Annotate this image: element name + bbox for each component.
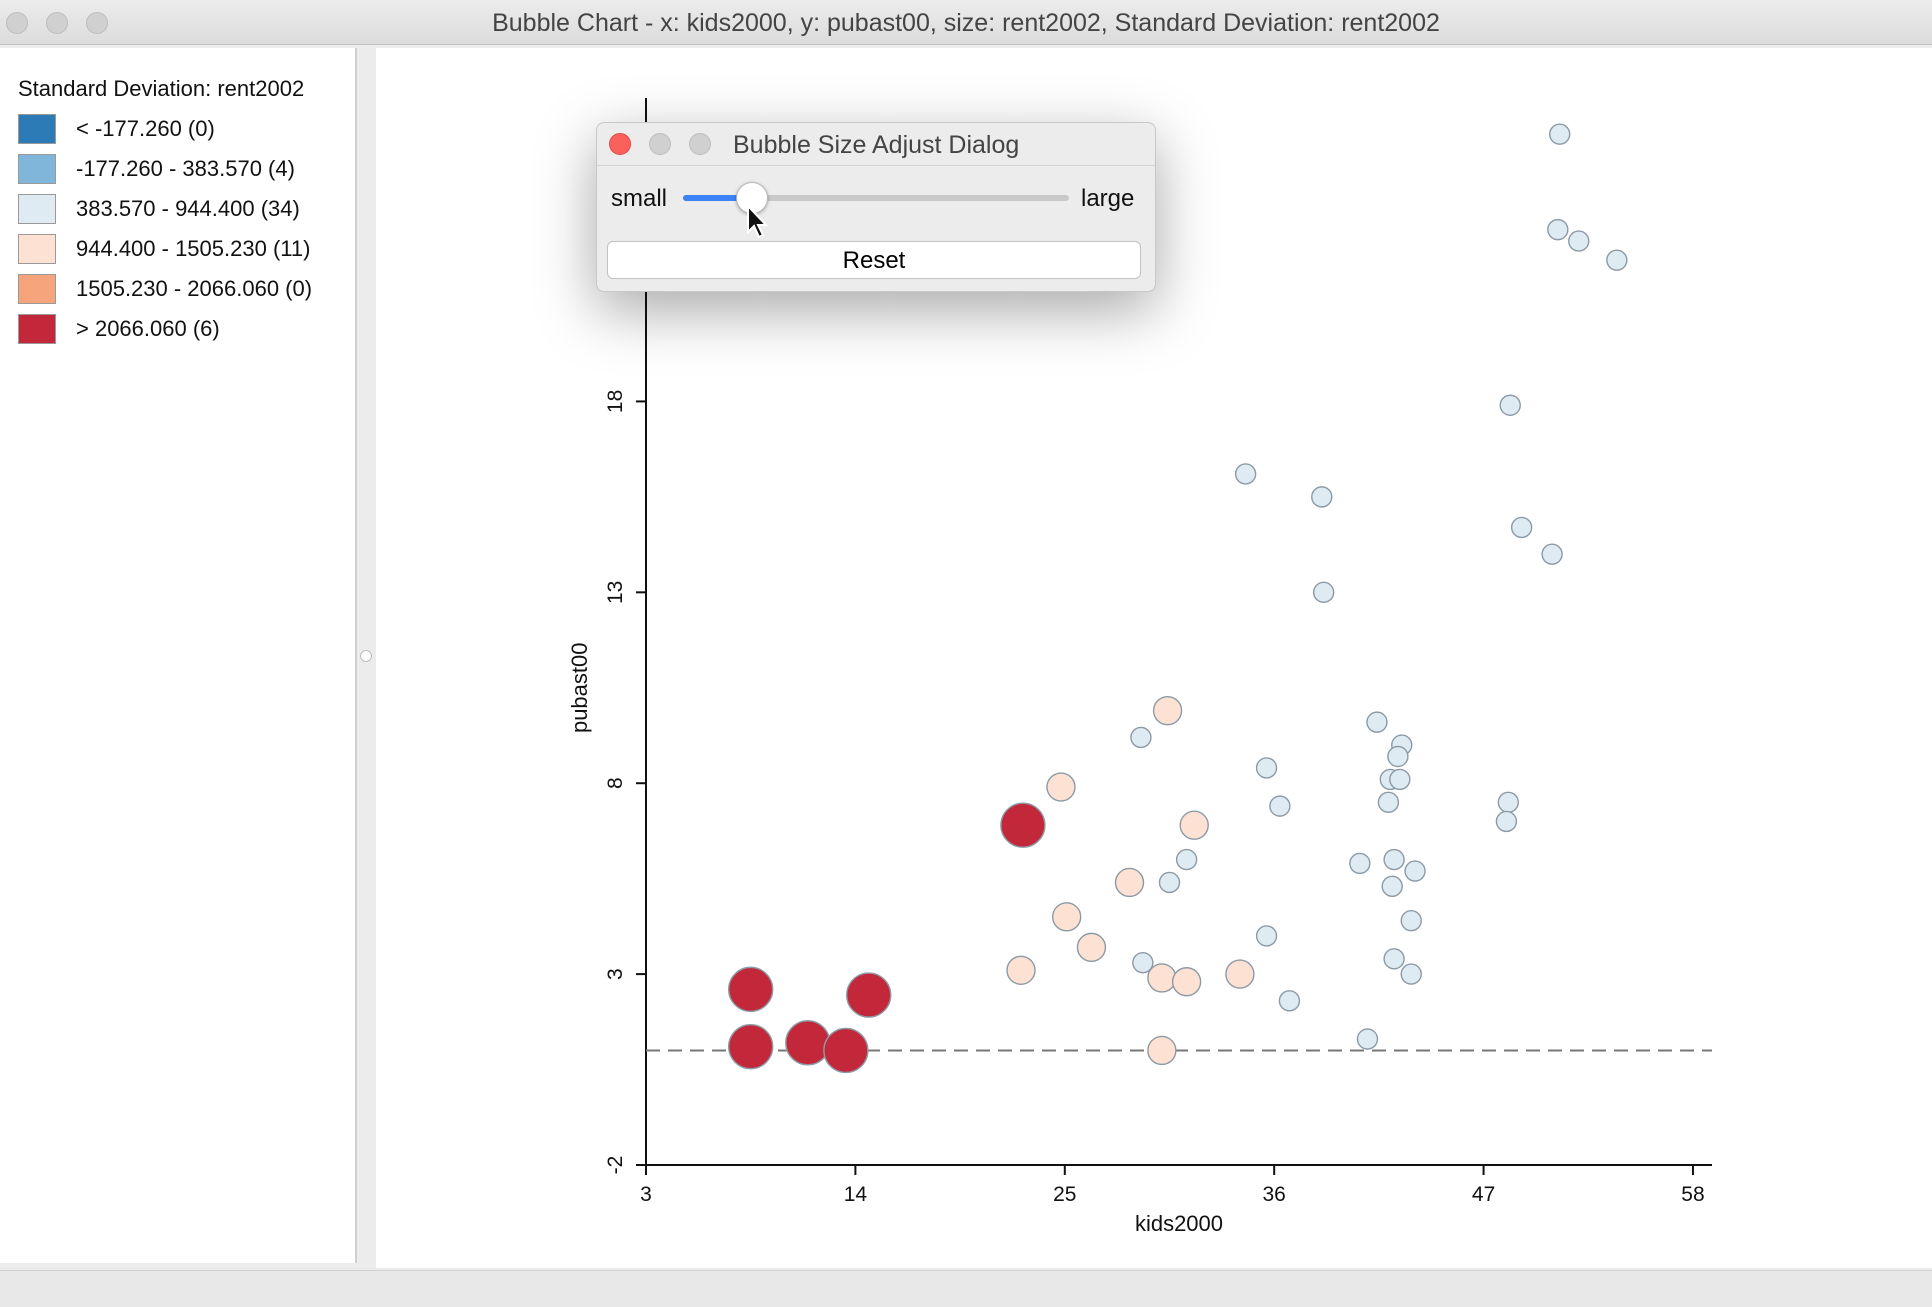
- bubble-point: [1606, 249, 1628, 271]
- bubble-point: [823, 1027, 869, 1074]
- bubble-point: [1114, 867, 1145, 898]
- splitter-handle[interactable]: [360, 650, 372, 662]
- legend-label: -177.260 - 383.570 (4): [76, 156, 295, 181]
- x-tick-label: 14: [844, 1183, 868, 1206]
- slider-fill: [683, 195, 753, 201]
- bubble-point: [785, 1020, 831, 1066]
- slider-min-label: small: [611, 185, 668, 212]
- bubble-point: [1046, 772, 1076, 802]
- bubble-point: [1234, 463, 1257, 485]
- bubble-point: [1171, 967, 1202, 997]
- bubble-point: [1255, 925, 1278, 947]
- legend-label: 1505.230 - 2066.060 (0): [76, 276, 313, 301]
- bubble-point: [1130, 726, 1152, 749]
- mouse-pointer-icon: [747, 204, 769, 239]
- legend-swatch: [18, 154, 56, 184]
- bubble-point: [1349, 852, 1371, 875]
- bubble-point: [1179, 810, 1209, 840]
- x-tick-label: 58: [1681, 1183, 1704, 1206]
- y-tick-label: 13: [604, 581, 627, 604]
- status-bar: [0, 1270, 1932, 1307]
- x-tick-label: 3: [640, 1183, 652, 1206]
- bubble-size-slider[interactable]: [683, 182, 1069, 214]
- bubble-size-dialog: Bubble Size Adjust Dialog small large Re…: [596, 122, 1156, 292]
- legend-swatch: [18, 274, 56, 304]
- dialog-zoom-button[interactable]: [689, 133, 711, 155]
- dialog-close-button[interactable]: [609, 133, 631, 155]
- y-tick-label: 8: [604, 777, 627, 789]
- bubble-point: [1383, 948, 1405, 970]
- bubble-point: [1147, 963, 1177, 993]
- window-zoom-button[interactable]: [86, 12, 108, 34]
- bubble-point: [1147, 1035, 1177, 1066]
- bubble-point: [1152, 695, 1183, 726]
- y-tick-label: -2: [604, 1156, 627, 1175]
- bubble-point: [1312, 581, 1335, 604]
- legend-swatch: [18, 314, 56, 344]
- legend-swatch: [18, 194, 56, 224]
- bubble-point: [1387, 745, 1409, 768]
- bubble-point: [1366, 711, 1388, 733]
- bubble-point: [1541, 543, 1563, 565]
- bubble-point: [1051, 902, 1082, 932]
- legend-label: > 2066.060 (6): [76, 316, 220, 341]
- bubble-point: [1006, 955, 1036, 985]
- bubble-point: [727, 1023, 774, 1070]
- reset-button[interactable]: Reset: [607, 241, 1141, 279]
- bubble-point: [1495, 810, 1518, 833]
- bubble-point: [1278, 990, 1301, 1012]
- bubble-point: [1400, 963, 1422, 985]
- x-tick-label: 47: [1472, 1183, 1495, 1206]
- bubble-point: [846, 972, 892, 1018]
- bubble-point: [1383, 848, 1405, 871]
- legend-label: < -177.260 (0): [76, 116, 215, 141]
- dialog-titlebar: Bubble Size Adjust Dialog: [597, 123, 1155, 166]
- bubble-point: [1158, 871, 1181, 894]
- y-axis-label: pubast00: [567, 643, 592, 734]
- y-tick-label: 3: [604, 968, 627, 980]
- bubble-point: [1076, 932, 1107, 963]
- bubble-point: [1568, 230, 1590, 252]
- bubble-point: [1377, 791, 1400, 814]
- bubble-point: [727, 966, 774, 1013]
- window-minimize-button[interactable]: [46, 12, 68, 34]
- slider-thumb[interactable]: [736, 182, 769, 214]
- bubble-point: [1255, 757, 1278, 779]
- bubble-point: [1499, 394, 1521, 416]
- bubble-point: [1269, 795, 1291, 817]
- x-tick-label: 36: [1262, 1183, 1285, 1206]
- bubble-point: [1381, 875, 1403, 897]
- bubble-point: [1225, 959, 1255, 989]
- legend-swatch: [18, 234, 56, 264]
- bubble-point: [1547, 218, 1569, 241]
- bubble-point: [1400, 909, 1422, 932]
- bubble-point: [1132, 951, 1154, 974]
- bubble-point: [1404, 860, 1426, 882]
- bubble-point: [1510, 516, 1533, 539]
- bubble-chart[interactable]: 3 14 25 36 47 58 -2 3 8 13 18 kids2000 pubast00: [376, 48, 1932, 1268]
- window-titlebar: Bubble Chart - x: kids2000, y: pubast00,…: [0, 0, 1932, 45]
- x-axis-label: kids2000: [1135, 1211, 1223, 1236]
- window-close-button[interactable]: [6, 12, 28, 34]
- window-title: Bubble Chart - x: kids2000, y: pubast00,…: [492, 9, 1440, 37]
- y-tick-label: 18: [604, 390, 627, 413]
- x-tick-label: 25: [1053, 1183, 1076, 1206]
- bubble-point: [1175, 848, 1198, 871]
- legend-swatch: [18, 114, 56, 144]
- legend-panel: Standard Deviation: rent2002 < -177.260 …: [0, 48, 357, 1263]
- legend-label: 944.400 - 1505.230 (11): [76, 236, 311, 261]
- bubble-point: [1000, 802, 1046, 848]
- slider-max-label: large: [1081, 185, 1135, 212]
- bubble-point: [1389, 768, 1411, 791]
- bubble-point: [1356, 1028, 1379, 1050]
- bubble-point: [1549, 123, 1571, 145]
- legend-label: 383.570 - 944.400 (34): [76, 196, 300, 221]
- dialog-minimize-button[interactable]: [649, 133, 671, 155]
- bubble-point: [1497, 791, 1520, 814]
- bubble-point: [1311, 486, 1333, 508]
- dialog-title: Bubble Size Adjust Dialog: [733, 131, 1020, 159]
- legend-title: Standard Deviation: rent2002: [18, 76, 305, 101]
